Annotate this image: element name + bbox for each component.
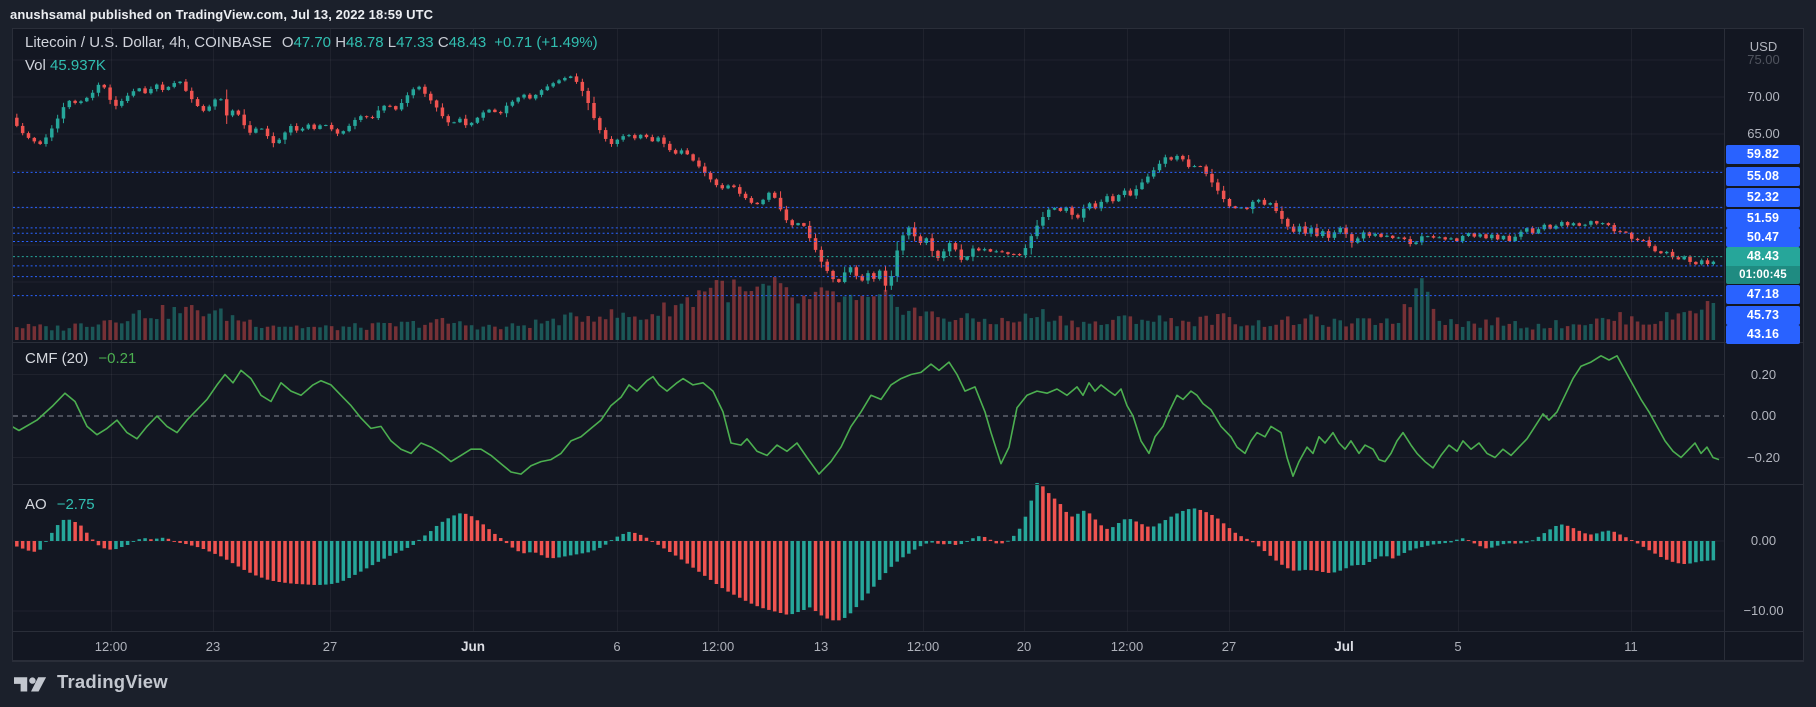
price-tick-label: 70.00 <box>1747 89 1780 104</box>
cmf-series <box>13 355 1720 477</box>
price-tick-label: 65.00 <box>1747 126 1780 141</box>
ao-tick-label: −10.00 <box>1743 603 1784 618</box>
volume-series <box>15 277 1716 340</box>
cmf-tick-label: 0.00 <box>1750 408 1777 423</box>
chart-canvas[interactable] <box>13 29 1803 661</box>
ao-label: AO <box>25 496 47 513</box>
cmf-value: −0.21 <box>98 350 137 367</box>
price-line-label: 51.59 <box>1726 208 1800 228</box>
time-label: 23 <box>205 639 221 654</box>
cmf-legend: CMF (20) −0.21 <box>25 350 136 367</box>
time-label: 12:00 <box>94 639 128 654</box>
time-label: 12:00 <box>906 639 940 654</box>
time-label: 27 <box>322 639 338 654</box>
tradingview-logo-icon <box>14 677 47 692</box>
ao-legend: AO −2.75 <box>25 496 95 513</box>
ao-tick-label: 0.00 <box>1750 533 1777 548</box>
price-line-label: 52.32 <box>1726 187 1800 207</box>
candlestick-series <box>15 73 1716 292</box>
time-label: 27 <box>1221 639 1237 654</box>
chart-widget[interactable]: Litecoin / U.S. Dollar, 4h, COINBASE O47.… <box>12 28 1804 662</box>
time-label: 20 <box>1016 639 1032 654</box>
price-line-label: 55.08 <box>1726 166 1800 186</box>
time-label: 13 <box>813 639 829 654</box>
time-label: 12:00 <box>701 639 735 654</box>
price-line-label: 45.73 <box>1726 305 1800 325</box>
time-label: 5 <box>1454 639 1462 654</box>
vertical-gridlines <box>111 29 1632 631</box>
price-line-label: 47.18 <box>1726 284 1800 304</box>
price-line-label: 50.47 <box>1726 227 1800 247</box>
ao-value: −2.75 <box>56 496 95 513</box>
published-by-text: anushsamal published on TradingView.com,… <box>10 6 434 22</box>
time-label-month: Jul <box>1334 639 1354 654</box>
cmf-label: CMF <box>25 350 58 367</box>
cmf-tick-label: 0.20 <box>1750 366 1777 382</box>
current-price-label: 48.43 01:00:45 <box>1726 246 1800 284</box>
cmf-tick-label: −0.20 <box>1747 449 1780 465</box>
bar-countdown: 01:00:45 <box>1726 265 1800 284</box>
price-axis[interactable]: USD 75.00 70.00 65.00 0.20 0.00 −0.20 0.00 −10.… <box>1724 29 1803 661</box>
price-tick-label: 75.00 <box>1747 52 1780 67</box>
time-label: 6 <box>613 639 621 654</box>
pane-borders <box>13 29 1803 661</box>
time-label: 11 <box>1624 639 1638 654</box>
price-line-label: 43.16 <box>1726 324 1800 344</box>
time-label-month: Jun <box>460 639 486 654</box>
cmf-params: (20) <box>61 350 89 367</box>
time-axis[interactable]: 12:00 23 27 Jun 6 12:00 13 12:00 20 12:00 27 Jul 5 11 <box>13 631 1724 661</box>
ao-series <box>15 482 1716 621</box>
top-bar: anushsamal published on TradingView.com,… <box>0 0 1816 28</box>
time-label: 12:00 <box>1110 639 1144 654</box>
tradingview-wordmark: TradingView <box>57 671 168 692</box>
currency-label: USD <box>1749 39 1778 54</box>
price-line-label: 59.82 <box>1726 144 1800 164</box>
tradingview-logo-link[interactable]: TradingView <box>14 665 168 699</box>
current-price-value: 48.43 <box>1746 248 1780 263</box>
price-alert-lines <box>13 171 1724 297</box>
